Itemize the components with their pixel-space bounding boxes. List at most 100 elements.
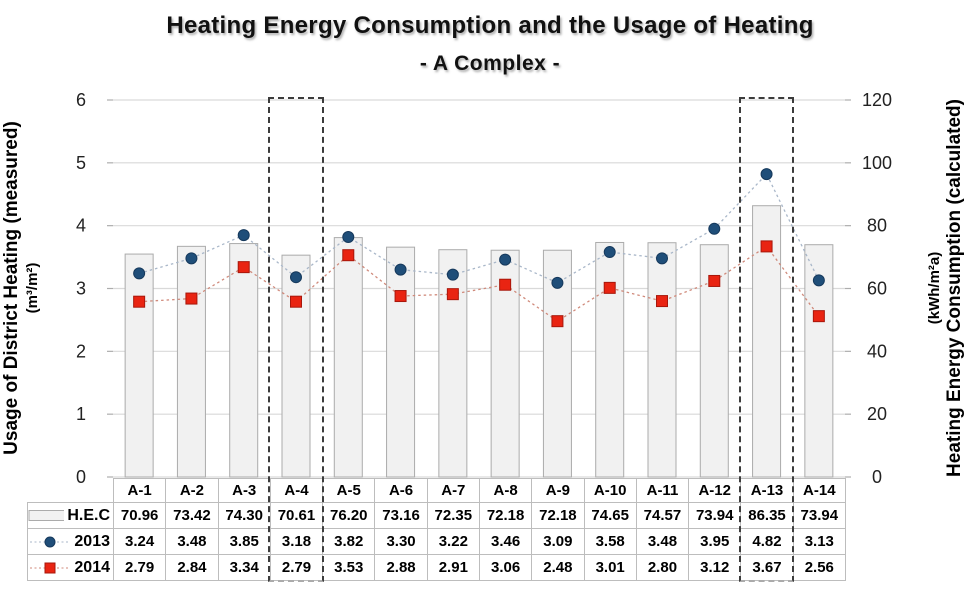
- marker-2013: [708, 222, 721, 235]
- marker-2014: [446, 288, 459, 301]
- series-line-2014: [139, 245, 820, 322]
- right-axis-tick-label: 60: [867, 279, 887, 299]
- marker-2013: [551, 276, 564, 289]
- series-line-2013: [138, 173, 820, 284]
- data-table-wrap: A-1 A-2 A-3 A-4 A-5 A-6 A-7 A-8 A-9 A-10 A-11 A-12 A…: [27, 478, 846, 581]
- legend-bar-swatch: [28, 510, 65, 521]
- table-cell: 2.88: [374, 554, 428, 581]
- table-cell: 74.30: [217, 502, 271, 529]
- right-axis-title-text: Heating Energy Consumption (calculated): [944, 99, 965, 477]
- table-cell: 3.01: [583, 554, 637, 581]
- table-cell: 3.09: [531, 528, 585, 555]
- left-axis-tick-label: 3: [76, 279, 86, 299]
- table-header-cell: A-14: [792, 478, 846, 503]
- table-cell: 3.30: [374, 528, 428, 555]
- table-cell: 3.18: [269, 528, 324, 555]
- series-label: 2014: [74, 558, 110, 576]
- table-header-cell: A-9: [531, 478, 585, 503]
- table-header-cell: A-1: [112, 478, 167, 503]
- right-axis-tick-label: 100: [862, 153, 892, 173]
- table-cell: 3.12: [688, 554, 742, 581]
- marker-2013: [133, 267, 146, 280]
- marker-2014: [499, 278, 512, 291]
- table-cell: 73.42: [165, 502, 219, 529]
- marker-2013: [342, 230, 355, 243]
- marker-2013: [812, 274, 825, 287]
- left-axis-tick-label: 1: [76, 404, 86, 424]
- bar-hec: [124, 253, 154, 478]
- marker-2013: [290, 271, 302, 284]
- bar-hec: [176, 245, 206, 478]
- table-cell: 3.13: [792, 528, 846, 555]
- marker-2013: [185, 252, 198, 265]
- table-header-cell: A-8: [478, 478, 533, 503]
- bar-hec: [595, 241, 625, 478]
- table-cell: 2.91: [426, 554, 480, 581]
- left-axis-unit: (m³/m²): [23, 262, 41, 314]
- bar-hec: [281, 254, 311, 478]
- table-cell: 3.67: [740, 554, 794, 581]
- marker-2014: [394, 290, 407, 303]
- marker-2014: [237, 261, 250, 274]
- legend-2013-marker: [30, 536, 71, 547]
- table-cell: 2.48: [531, 554, 585, 581]
- marker-2013: [499, 253, 512, 266]
- table-cell: 3.34: [217, 554, 271, 581]
- table-cell: 2.79: [112, 554, 167, 581]
- table-row-H.E.C: H.E.C 70.96 73.42 74.30 70.61 76.20 73.16 72.35…: [27, 502, 846, 529]
- table-header-cell: A-12: [688, 478, 742, 503]
- table-cell: 70.61: [269, 502, 324, 529]
- chart-title-block: Heating Energy Consumption and the Usage…: [0, 12, 980, 76]
- table-header-row: A-1 A-2 A-3 A-4 A-5 A-6 A-7 A-8 A-9 A-10 A-11 A-12 A…: [28, 478, 846, 503]
- data-table: A-1 A-2 A-3 A-4 A-5 A-6 A-7 A-8 A-9 A-10 A-11 A-12 A…: [27, 478, 846, 581]
- marker-2013: [656, 252, 668, 265]
- table-cell: 86.35: [740, 502, 794, 529]
- table-row-label: 2013: [27, 528, 114, 555]
- table-cell: 4.82: [740, 528, 794, 555]
- table-cell: 3.06: [478, 554, 533, 581]
- marker-2014: [551, 315, 564, 328]
- marker-2013: [760, 168, 773, 181]
- left-axis-tick-label: 5: [76, 153, 86, 173]
- chart-subtitle: - A Complex -: [419, 52, 561, 75]
- table-cell: 3.48: [635, 528, 690, 555]
- table-cell: 73.94: [792, 502, 846, 529]
- left-axis-title: Usage of District Heating (measured) (m³…: [1, 58, 61, 518]
- table-cell: 3.85: [217, 528, 271, 555]
- table-cell: 3.53: [322, 554, 376, 581]
- marker-2014: [185, 292, 198, 305]
- legend-2014-marker: [30, 562, 71, 573]
- right-axis-tick-label: 20: [867, 404, 887, 424]
- table-cell: 3.24: [112, 528, 167, 555]
- table-cell: 2.79: [269, 554, 324, 581]
- table-cell: 3.46: [478, 528, 533, 555]
- marker-2013: [394, 263, 407, 276]
- table-cell: 3.22: [426, 528, 480, 555]
- bar-hec: [647, 242, 677, 478]
- bar-hec: [386, 246, 416, 478]
- marker-2014: [342, 249, 355, 262]
- table-header-cell: A-13: [740, 478, 794, 503]
- bar-hec: [229, 243, 259, 478]
- marker-2014: [656, 295, 668, 308]
- right-axis-unit: (kWh/m²a): [926, 251, 943, 325]
- marker-2014: [290, 295, 302, 308]
- table-row-2014: 2014 2.79 2.84 3.34 2.79 3.53 2.88 2.91 3.06 2.48…: [27, 554, 846, 581]
- marker-2014: [760, 240, 773, 253]
- table-header-cell: A-5: [322, 478, 376, 503]
- bar-hec: [438, 249, 468, 478]
- table-cell: 72.35: [426, 502, 480, 529]
- right-axis-title: (kWh/m²a) Heating Energy Consumption (ca…: [926, 8, 980, 568]
- bar-hec: [333, 237, 363, 478]
- table-header-cell: A-6: [374, 478, 428, 503]
- table-row-label: H.E.C: [27, 502, 114, 529]
- left-axis-tick-label: 0: [76, 467, 86, 487]
- table-cell: 73.16: [374, 502, 428, 529]
- table-cell: 3.95: [688, 528, 742, 555]
- table-cell: 72.18: [531, 502, 585, 529]
- table-cell: 73.94: [688, 502, 742, 529]
- table-header-cell: A-7: [426, 478, 480, 503]
- table-cell: 74.65: [583, 502, 637, 529]
- table-cell: 2.80: [635, 554, 690, 581]
- series-label: H.E.C: [67, 506, 110, 524]
